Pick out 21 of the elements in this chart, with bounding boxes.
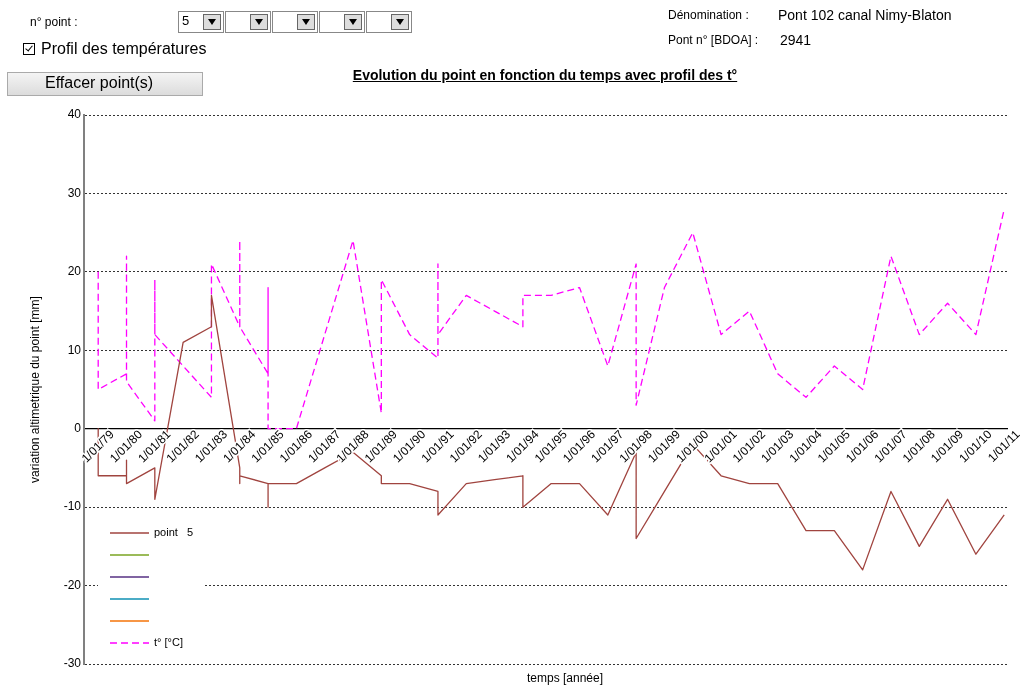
y-tick-label: -10	[63, 499, 82, 514]
text: Effacer point(s)	[45, 74, 154, 92]
y-tick-label: -30	[63, 656, 82, 671]
y-axis-title: variation altimetrique du point [mm]	[27, 296, 42, 483]
legend-label: t° [°C]	[154, 636, 183, 649]
chart-title: Evolution du point en fonction du temps avec profil des t°	[352, 67, 738, 83]
text: Pont n° [BDOA] :	[668, 33, 759, 47]
y-tick-label: 40	[67, 107, 82, 122]
y-tick-label: -20	[63, 577, 82, 592]
text: 5	[182, 13, 190, 28]
text: Pont 102 canal Nimy-Blaton	[778, 7, 952, 23]
legend-label: point 5	[154, 526, 194, 539]
y-tick-label: 20	[67, 264, 82, 279]
x-axis-title: temps [année]	[526, 671, 604, 685]
y-tick-label: 10	[67, 342, 82, 357]
y-tick-label: 0	[74, 421, 82, 436]
text: 2941	[780, 32, 812, 48]
text: n° point :	[30, 15, 78, 29]
y-tick-label: 30	[67, 185, 82, 200]
text: Dénomination :	[668, 8, 749, 22]
text: Profil des températures	[41, 40, 207, 58]
